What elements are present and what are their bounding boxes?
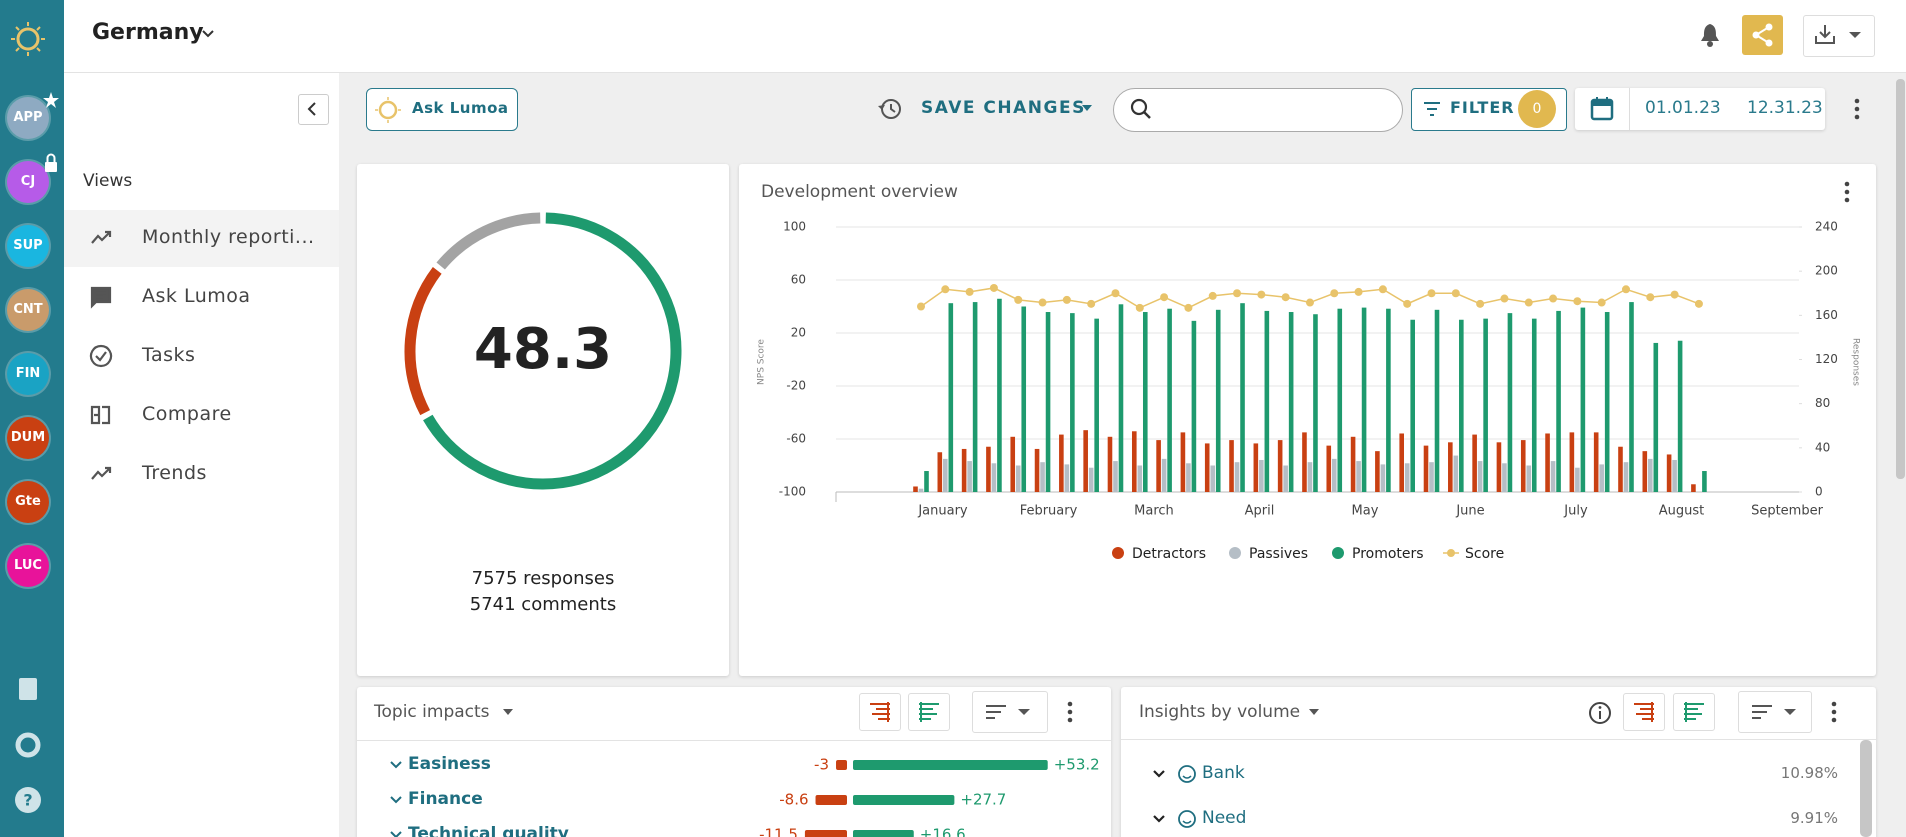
topic-caret[interactable] xyxy=(501,707,515,717)
insights-divider xyxy=(1121,739,1876,740)
top-bar xyxy=(64,0,1906,73)
svg-text:?: ? xyxy=(23,791,32,810)
date-range[interactable] xyxy=(1575,88,1825,130)
settings-icon[interactable] xyxy=(15,732,41,758)
topic-divider xyxy=(357,740,1111,741)
avatar[interactable] xyxy=(7,417,49,459)
view-item[interactable]: Monthly reporti... xyxy=(142,226,315,248)
avatar[interactable] xyxy=(7,481,49,523)
title-caret[interactable] xyxy=(200,28,216,40)
avatar[interactable] xyxy=(7,545,49,587)
avatar[interactable] xyxy=(7,161,49,203)
chart-card xyxy=(739,164,1876,676)
avatar-label: DUM xyxy=(10,430,46,445)
filter-label: FILTER xyxy=(1450,98,1515,117)
positive-toggle[interactable] xyxy=(908,693,950,731)
filter-icon xyxy=(1424,102,1440,116)
date-from[interactable]: 01.01.23 xyxy=(1645,98,1721,118)
tasks-icon[interactable] xyxy=(19,678,37,700)
insights-title[interactable]: Insights by volume xyxy=(1139,702,1301,722)
view-item[interactable]: Tasks xyxy=(142,344,196,366)
avatar[interactable] xyxy=(7,97,49,139)
ask-button[interactable] xyxy=(366,88,518,131)
ask-label: Ask Lumoa xyxy=(412,99,509,117)
views-heading: Views xyxy=(83,171,133,191)
bell-icon[interactable] xyxy=(1698,22,1722,48)
logo[interactable] xyxy=(10,21,46,57)
calendar-icon xyxy=(1590,97,1614,121)
topic-name[interactable]: Technical quality xyxy=(408,824,569,837)
insights-scrollbar[interactable] xyxy=(1860,740,1872,837)
share-button[interactable] xyxy=(1742,15,1783,55)
toolbar-menu[interactable] xyxy=(1851,97,1863,121)
topic-menu[interactable] xyxy=(1064,700,1076,724)
insight-name[interactable]: Bank xyxy=(1202,763,1245,783)
insights-menu[interactable] xyxy=(1828,700,1840,724)
filter-count: 0 xyxy=(1532,101,1542,117)
avatar[interactable] xyxy=(7,225,49,267)
view-item[interactable]: Trends xyxy=(142,462,207,484)
avatar-label: CNT xyxy=(13,302,43,317)
avatar-label: FIN xyxy=(15,366,41,381)
page-title[interactable]: Germany xyxy=(92,20,204,45)
download-button[interactable] xyxy=(1803,15,1875,57)
help-icon[interactable] xyxy=(15,787,41,813)
topic-name[interactable]: Easiness xyxy=(408,754,491,774)
negative-toggle[interactable] xyxy=(1623,693,1665,731)
views-panel xyxy=(64,73,339,837)
ask-icon xyxy=(375,97,401,123)
insights-card xyxy=(1121,687,1876,837)
history-icon[interactable] xyxy=(877,96,903,122)
collapse-icon xyxy=(307,102,316,116)
avatar-label: APP xyxy=(13,110,43,125)
chart-menu[interactable] xyxy=(1841,180,1853,204)
filter-badge xyxy=(1518,90,1556,128)
positive-toggle[interactable] xyxy=(1673,693,1715,731)
avatar-label: LUC xyxy=(14,558,42,573)
info-icon[interactable] xyxy=(1588,701,1612,725)
download-icon xyxy=(1815,25,1861,44)
topic-name[interactable]: Finance xyxy=(408,789,483,809)
avatar[interactable] xyxy=(7,353,49,395)
date-divider xyxy=(1629,88,1630,130)
sidebar-icons: ? xyxy=(15,678,41,813)
view-item[interactable]: Compare xyxy=(142,403,232,425)
responses-count: 7575 responses xyxy=(471,568,615,589)
search-input[interactable] xyxy=(1113,88,1403,132)
collapse-button[interactable] xyxy=(298,94,329,125)
view-item[interactable]: Ask Lumoa xyxy=(142,285,251,307)
avatar-label: CJ xyxy=(20,174,36,189)
share-icon xyxy=(1752,23,1773,47)
search-icon xyxy=(1130,98,1151,119)
comments-count: 5741 comments xyxy=(469,594,617,615)
negative-toggle[interactable] xyxy=(859,693,901,731)
insight-share: 9.91% xyxy=(1790,809,1838,827)
avatar-label: Gte xyxy=(15,494,41,509)
date-to[interactable]: 12.31.23 xyxy=(1747,98,1823,118)
insight-share: 10.98% xyxy=(1780,764,1838,782)
topic-title[interactable]: Topic impacts xyxy=(374,702,490,722)
avatar-label: SUP xyxy=(13,238,43,253)
page-scrollbar[interactable] xyxy=(1896,79,1905,479)
avatar[interactable] xyxy=(7,289,49,331)
save-changes[interactable]: SAVE CHANGES xyxy=(921,98,1086,118)
insights-caret[interactable] xyxy=(1307,707,1321,717)
sort-select[interactable] xyxy=(1738,691,1812,733)
insight-name[interactable]: Need xyxy=(1202,808,1247,828)
sort-select[interactable] xyxy=(972,691,1048,733)
save-caret[interactable] xyxy=(1080,103,1094,113)
